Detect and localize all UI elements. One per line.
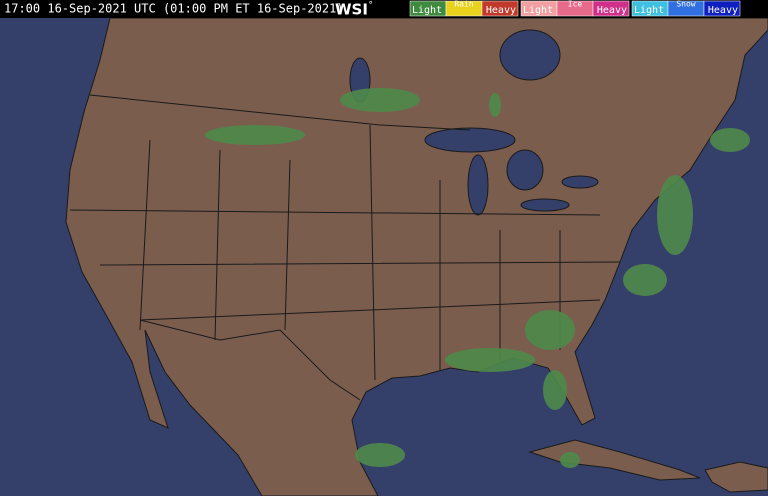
precip — [710, 128, 750, 152]
lake-huron — [506, 149, 544, 191]
legend-light: Light — [523, 5, 553, 16]
legend-swatch — [592, 0, 630, 17]
legend-swatch — [481, 0, 519, 17]
border-mexico — [139, 319, 361, 401]
lake-erie — [520, 198, 570, 212]
borders — [69, 94, 621, 401]
state-lines-h — [69, 209, 621, 321]
legend-heavy: Heavy — [597, 5, 627, 16]
precip — [657, 175, 693, 255]
precip — [489, 93, 501, 117]
precip — [205, 125, 305, 145]
legend-light: Light — [634, 5, 664, 16]
legend-type: Ice — [568, 0, 583, 9]
precip — [560, 452, 580, 468]
legend-type: Rain — [454, 0, 473, 9]
lake-superior — [424, 127, 516, 153]
lake-michigan — [467, 154, 489, 216]
timestamp: 17:00 16-Sep-2021 UTC (01:00 PM ET 16-Se… — [4, 2, 344, 16]
precip — [525, 310, 575, 350]
lakes — [349, 29, 599, 216]
hudson-bay — [499, 29, 561, 81]
legend-type: Snow — [676, 0, 695, 9]
precip — [355, 443, 405, 467]
legend: Light Rain Heavy Light Ice Heavy Light Snow Heav… — [409, 0, 741, 17]
legend-heavy: Heavy — [708, 5, 738, 16]
state-lines — [139, 124, 561, 381]
legend-light: Light — [412, 5, 442, 16]
legend-swatch — [703, 0, 741, 17]
precipitation — [205, 88, 750, 468]
precip — [340, 88, 420, 112]
logo: WSI — [335, 1, 368, 19]
legend-heavy: Heavy — [486, 5, 516, 16]
lake-ontario — [561, 175, 599, 189]
precip — [623, 264, 667, 296]
border-canada — [89, 94, 471, 131]
logo-mark: ° — [368, 1, 373, 11]
precip — [543, 370, 567, 410]
precip — [445, 348, 535, 372]
hispaniola — [704, 461, 768, 493]
